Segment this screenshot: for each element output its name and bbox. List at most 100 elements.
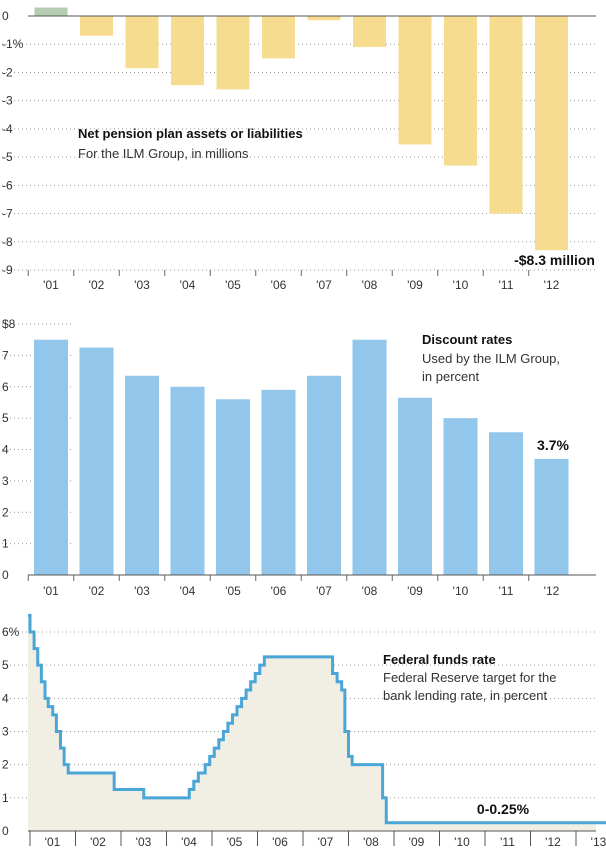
discount-x-tick: '08 [362,584,378,598]
pension-bar [216,16,250,90]
pension-y-tick: 0 [2,9,9,23]
discount-y-tick: 3 [2,474,9,488]
pension-bar [398,16,432,145]
fedfunds-callout: 0-0.25% [477,801,530,817]
discount-callout: 3.7% [537,437,569,453]
pension-bar [444,16,477,166]
pension-subtitle: For the ILM Group, in millions [78,146,249,161]
discount-y-tick: $8 [2,317,16,331]
discount-x-tick: '04 [180,584,196,598]
pension-x-tick: '06 [271,278,287,292]
fedfunds-x-tick: '05 [227,835,243,849]
pension-bar [34,7,68,17]
pension-bars [34,7,568,251]
discount-subtitle-line-1: Used by the ILM Group, [422,351,560,366]
fedfunds-x-tick: '03 [136,835,152,849]
fedfunds-line [28,613,606,825]
pension-x-tick: '12 [544,278,560,292]
fedfunds-title: Federal funds rate [383,652,496,667]
discount-x-tick: '11 [499,584,514,598]
pension-bar [307,16,341,21]
pension-x-tick: '04 [180,278,196,292]
pension-chart: 0-1%-2-3-4-5-6-7-8-9 '01'02'03'04'05'06 '… [2,7,596,292]
discount-chart: 0 1 2 3 4 5 6 7 $8 '01 '02 '03 '04 '05 '06 '07 '08 '09 '1… [2,317,596,598]
fedfunds-x-tick: '04 [181,835,197,849]
fedfunds-y-ticks: 0 1 2 3 4 5 6% [2,625,20,838]
fedfunds-y-tick: 0 [2,824,9,838]
discount-x-tick: '10 [453,584,469,598]
discount-bar [34,339,68,575]
pension-y-tick: -5 [2,150,13,164]
fedfunds-x-tick: '01 [45,835,61,849]
discount-x-tick: '12 [544,584,560,598]
discount-bar [443,418,478,575]
fedfunds-area [28,615,606,831]
discount-bar [170,386,205,575]
discount-x-tick: '01 [43,584,59,598]
discount-x-tick: '05 [225,584,241,598]
discount-bar [534,458,569,575]
discount-y-tick: 4 [2,443,9,457]
fedfunds-subtitle-line-1: Federal Reserve target for the [383,670,556,685]
fedfunds-x-ticks: '01 '02 '03 '04 '05 '06 '07 '08 '09 '10 '11 '12 '13 [29,831,606,849]
pension-bar [80,16,113,36]
discount-x-tick: '07 [316,584,332,598]
pension-bar [125,16,159,69]
pension-bar [535,16,568,251]
fedfunds-x-tick: '07 [318,835,334,849]
discount-y-tick: 0 [2,568,9,582]
pension-bar [262,16,295,59]
pension-bar [171,16,204,86]
discount-bar [261,389,296,575]
pension-gridlines [2,43,596,271]
discount-title: Discount rates [422,332,512,347]
discount-bar [398,397,432,575]
pension-x-tick: '05 [225,278,241,292]
fedfunds-x-tick: '09 [409,835,425,849]
discount-bars [34,339,569,575]
discount-bar [307,375,341,575]
fedfunds-subtitle-line-2: bank lending rate, in percent [383,688,547,703]
pension-y-tick: -4 [2,122,13,136]
fedfunds-y-tick: 1 [2,791,9,805]
discount-x-tick: '09 [407,584,423,598]
discount-x-tick: '03 [134,584,150,598]
pension-x-tick: '07 [316,278,332,292]
fedfunds-y-tick: 5 [2,658,9,672]
discount-subtitle-line-2: in percent [422,369,479,384]
pension-x-tick: '03 [134,278,150,292]
pension-bar [489,16,523,214]
discount-bar [79,347,114,575]
pension-y-tick: -7 [2,207,13,221]
pension-y-tick: -8 [2,235,13,249]
pension-y-ticks: 0 -1% -2 -3 -4 -5 -6 -7 -8 -9 [2,9,24,277]
pension-x-tick: '01 [43,278,59,292]
discount-bar [125,375,159,575]
discount-y-tick: 2 [2,505,9,519]
discount-bar [489,432,523,575]
discount-y-tick: 5 [2,411,9,425]
pension-x-ticks: '01 '02 '03 '04 '05 '06 '07 '08 '09 '10 '11 '12 [27,270,560,292]
discount-x-tick: '02 [89,584,105,598]
pension-x-tick: '02 [89,278,105,292]
fedfunds-x-tick: '12 [545,835,561,849]
fedfunds-x-tick: '06 [272,835,288,849]
pension-y-tick: -3 [2,94,13,108]
pension-y-tick: -1% [2,37,24,51]
discount-y-ticks: 0 1 2 3 4 5 6 7 $8 [2,317,16,582]
pension-x-tick: '10 [453,278,469,292]
fedfunds-x-tick: '08 [363,835,379,849]
fedfunds-y-tick: 2 [2,758,9,772]
fedfunds-x-tick: '11 [500,835,515,849]
fedfunds-y-tick: 6% [2,625,20,639]
discount-y-tick: 7 [2,348,9,362]
pension-y-tick: -2 [2,65,13,79]
pension-bar [353,16,386,48]
fedfunds-x-tick: '10 [454,835,470,849]
pension-x-tick: '08 [362,278,378,292]
discount-x-tick: '06 [271,584,287,598]
pension-callout: -$8.3 million [514,252,595,268]
discount-x-ticks: '01 '02 '03 '04 '05 '06 '07 '08 '09 '10 '11 '12 [27,575,560,598]
